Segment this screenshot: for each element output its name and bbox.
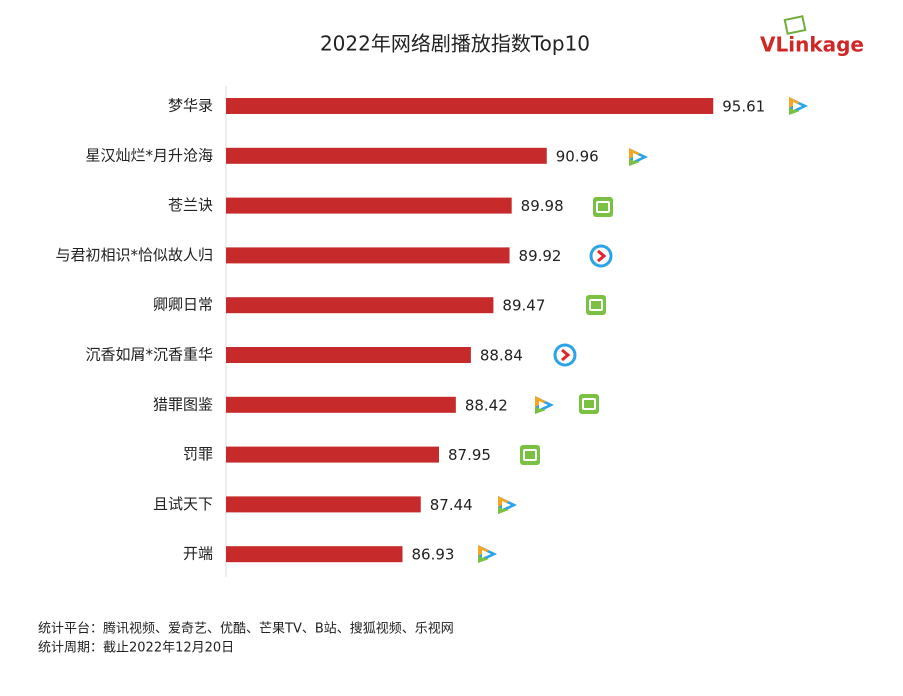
bar [226, 546, 403, 563]
category-label: 卿卿日常 [153, 296, 213, 314]
footnote: 统计周期：截止2022年12月20日 [38, 641, 234, 656]
value-label: 89.92 [519, 247, 562, 265]
category-label: 开端 [183, 545, 213, 563]
value-label: 87.95 [448, 446, 491, 464]
youku-icon [589, 244, 613, 268]
tencent-icon [789, 97, 808, 115]
value-label: 89.47 [502, 297, 545, 315]
bar [226, 396, 456, 413]
iqiyi-icon [585, 294, 607, 316]
bar [226, 297, 494, 314]
bar [226, 147, 547, 164]
tencent-icon [478, 545, 497, 563]
category-label: 罚罪 [183, 445, 213, 463]
bar [226, 446, 440, 463]
category-label: 苍兰诀 [168, 196, 213, 214]
value-label: 90.96 [556, 147, 599, 165]
chart-title: 2022年网络剧播放指数Top10 [320, 32, 590, 56]
category-label: 猎罪图鉴 [153, 395, 213, 413]
tencent-icon [498, 496, 517, 514]
footnote: 统计平台：腾讯视频、爱奇艺、优酷、芒果TV、B站、搜狐视频、乐视网 [38, 621, 454, 637]
value-label: 95.61 [722, 98, 765, 116]
value-label: 88.84 [480, 347, 523, 365]
youku-icon [553, 343, 577, 367]
bar [226, 197, 512, 214]
value-label: 88.42 [465, 396, 508, 414]
logo: VLinkage [760, 15, 864, 57]
iqiyi-icon [592, 196, 614, 218]
iqiyi-icon [578, 393, 600, 415]
category-label: 且试天下 [153, 495, 213, 513]
bar [226, 98, 714, 114]
platform-icons [478, 97, 808, 563]
tencent-icon [629, 148, 648, 166]
category-label: 梦华录 [168, 97, 213, 115]
iqiyi-icon [519, 444, 541, 466]
tencent-icon [535, 396, 554, 414]
value-label: 89.98 [521, 197, 564, 215]
value-label: 86.93 [411, 546, 454, 564]
logo-text: VLinkage [760, 33, 864, 57]
category-label: 星汉灿烂*月升沧海 [85, 146, 213, 164]
bar [226, 496, 421, 513]
bar [226, 347, 471, 363]
category-label: 与君初相识*恰似故人归 [55, 246, 213, 264]
bar [226, 247, 510, 264]
logo-icon [783, 15, 807, 35]
category-label: 沉香如屑*沉香重华 [85, 346, 213, 364]
value-label: 87.44 [430, 496, 473, 514]
